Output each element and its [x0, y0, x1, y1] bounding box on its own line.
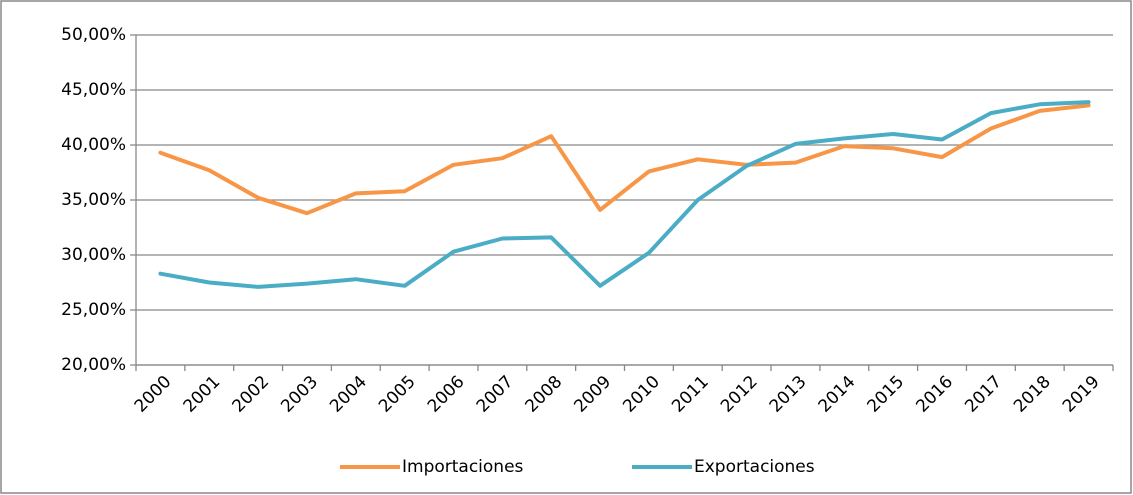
- y-tick-label: 25,00%: [61, 300, 126, 320]
- y-tick-label: 50,00%: [61, 25, 126, 45]
- legend-label: Exportaciones: [694, 457, 815, 477]
- y-tick-label: 20,00%: [61, 355, 126, 375]
- legend-label: Importaciones: [402, 457, 524, 477]
- series-line: [158, 103, 1091, 216]
- y-tick-label: 40,00%: [61, 135, 126, 155]
- y-tick-label: 35,00%: [61, 190, 126, 210]
- series-line: [158, 100, 1091, 289]
- y-tick-label: 30,00%: [61, 245, 126, 265]
- y-tick-label: 45,00%: [61, 80, 126, 100]
